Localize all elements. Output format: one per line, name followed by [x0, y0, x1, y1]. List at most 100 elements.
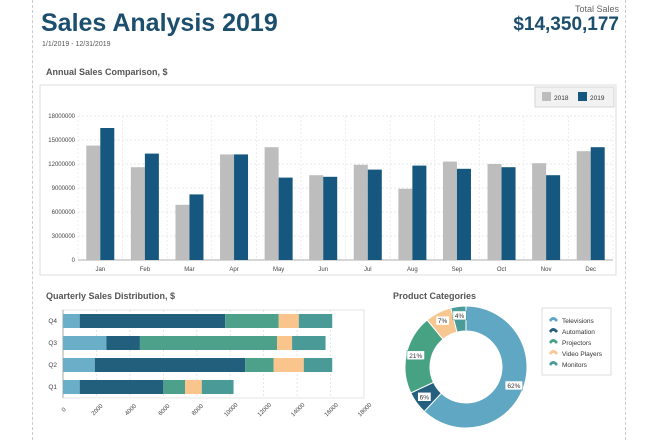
legend-label-2018: 2018	[554, 95, 569, 102]
bar-segment-Q2-video-players	[273, 358, 304, 372]
bar-2019-Dec	[590, 147, 605, 260]
data-label-box-televisions	[504, 380, 523, 391]
bar-segment-Q2-automation	[94, 358, 246, 372]
y-tick-label: 12000000	[48, 162, 75, 168]
bar-segment-Q4-video-players	[278, 314, 299, 328]
legend-marker-projectors	[549, 339, 558, 344]
x-tick-label: 0	[61, 407, 68, 414]
legend-label-automation: Automation	[562, 329, 595, 336]
legend-swatch-2018	[542, 92, 551, 101]
x-tick-label: Apr	[229, 267, 238, 273]
bar-2018-Jul	[353, 164, 368, 260]
bar-2019-Sep	[456, 168, 471, 260]
bar-segment-Q4-televisions	[63, 314, 80, 328]
bar-segment-Q1-televisions	[63, 380, 80, 394]
legend-label-projectors: Projectors	[562, 340, 592, 347]
bar-2019-Feb	[144, 153, 159, 260]
y-tick-label: 9000000	[52, 186, 76, 192]
legend-marker-automation	[549, 328, 558, 333]
bar-2019-Nov	[546, 175, 561, 260]
legend-marker-televisions	[549, 317, 558, 322]
data-label-automation: 6%	[420, 394, 430, 401]
bar-segment-Q3-monitors	[292, 336, 326, 350]
y-tick-label: 0	[72, 258, 76, 264]
x-tick-label: Oct	[497, 267, 507, 273]
bar-2018-May	[264, 147, 279, 260]
bar-segment-Q1-automation	[79, 380, 164, 394]
y-tick-label: Q3	[48, 340, 57, 347]
y-tick-label: Q2	[48, 362, 57, 369]
y-tick-label: 3000000	[52, 234, 76, 240]
bar-segment-Q3-automation	[106, 336, 140, 350]
legend-label-televisions: Televisions	[562, 318, 595, 325]
bar-segment-Q3-televisions	[63, 336, 107, 350]
legend-box	[534, 86, 615, 108]
bar-segment-Q4-projectors	[225, 314, 279, 328]
bar-segment-Q2-projectors	[245, 358, 274, 372]
data-label-video-players: 7%	[438, 318, 448, 325]
x-tick-label: Dec	[585, 267, 596, 273]
y-tick-label: 15000000	[48, 138, 75, 144]
bar-segment-Q2-televisions	[63, 358, 95, 372]
x-tick-label: Jul	[364, 267, 372, 273]
legend-marker-monitors	[549, 361, 558, 366]
data-label-box-monitors	[452, 310, 467, 321]
bar-2018-Jun	[309, 175, 324, 260]
bar-segment-Q1-video-players	[185, 380, 202, 394]
report-title: Sales Analysis 2019	[41, 9, 278, 37]
bar-segment-Q1-projectors	[163, 380, 186, 394]
data-label-monitors: 4%	[455, 313, 465, 320]
annual-chart-border	[39, 84, 617, 276]
data-label-televisions: 62%	[507, 383, 520, 390]
date-range: 1/1/2019 - 12/31/2019	[42, 41, 111, 48]
x-tick-label: Sep	[452, 267, 463, 273]
bar-2019-May	[278, 177, 293, 260]
bar-2018-Feb	[130, 167, 145, 260]
data-label-box-video-players	[435, 315, 450, 326]
donut-slice-televisions	[423, 305, 528, 429]
x-tick-label: Jun	[318, 267, 328, 273]
total-sales-label: Total Sales	[574, 4, 619, 14]
bar-2018-Jan	[86, 145, 101, 260]
y-tick-label: 18000000	[48, 114, 75, 120]
bar-2018-Sep	[442, 161, 457, 260]
bar-2018-Aug	[398, 188, 413, 260]
x-tick-label: May	[273, 267, 284, 273]
report-page-frame	[32, 0, 626, 440]
legend-label-2019: 2019	[590, 95, 605, 102]
bar-2019-Aug	[412, 165, 427, 260]
data-label-projectors: 21%	[409, 353, 422, 360]
x-tick-label: Jan	[95, 267, 105, 273]
bar-2019-Apr	[234, 154, 249, 260]
x-tick-label: Feb	[140, 267, 151, 273]
bar-2019-Mar	[189, 194, 204, 260]
bar-segment-Q2-monitors	[303, 358, 333, 372]
categories-chart-title: Product Categories	[393, 291, 477, 301]
bar-segment-Q3-projectors	[139, 336, 278, 350]
legend-label-video-players: Video Players	[562, 351, 603, 358]
bar-2018-Apr	[220, 154, 235, 260]
bar-2019-Jun	[323, 176, 338, 260]
total-sales-value: $14,350,177	[513, 14, 619, 35]
bar-segment-Q1-monitors	[201, 380, 234, 394]
y-tick-label: Q4	[48, 318, 57, 325]
y-tick-label: Q1	[48, 384, 57, 391]
x-tick-label: Mar	[184, 267, 194, 273]
data-label-box-automation	[417, 391, 432, 402]
bar-2019-Oct	[501, 167, 516, 260]
bar-2019-Jan	[100, 128, 115, 260]
bar-2018-Nov	[532, 163, 547, 260]
y-tick-label: 6000000	[52, 210, 76, 216]
legend-label-monitors: Monitors	[562, 362, 588, 369]
legend-swatch-2019	[578, 92, 587, 101]
bar-segment-Q3-video-players	[277, 336, 293, 350]
bar-2018-Dec	[576, 151, 591, 260]
legend-marker-video-players	[549, 350, 558, 355]
bar-2018-Oct	[487, 164, 502, 260]
quarterly-chart-title: Quarterly Sales Distribution, $	[46, 291, 176, 301]
data-label-box-projectors	[406, 350, 425, 361]
x-tick-label: Aug	[407, 267, 418, 273]
